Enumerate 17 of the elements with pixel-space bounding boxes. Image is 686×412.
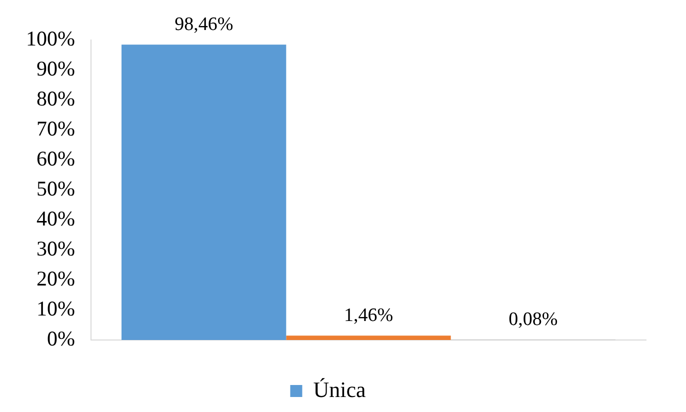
bar	[286, 336, 451, 340]
y-tick-label: 0%	[46, 326, 75, 351]
bar	[122, 44, 286, 340]
y-tick-label: 10%	[36, 296, 75, 321]
y-tick-label: 40%	[36, 206, 75, 231]
legend-label: Única	[313, 376, 366, 402]
y-tick-label: 50%	[36, 176, 75, 201]
y-tick-label: 30%	[36, 236, 75, 261]
y-tick-label: 80%	[36, 86, 75, 111]
data-label: 1,46%	[344, 305, 394, 326]
y-tick-label: 20%	[36, 266, 75, 291]
y-tick-label: 90%	[36, 56, 75, 81]
y-tick-label: 70%	[36, 116, 75, 141]
y-tick-label: 60%	[36, 146, 75, 171]
data-label: 98,46%	[174, 14, 234, 36]
y-tick-label: 100%	[26, 26, 75, 51]
data-label: 0,08%	[508, 309, 558, 330]
